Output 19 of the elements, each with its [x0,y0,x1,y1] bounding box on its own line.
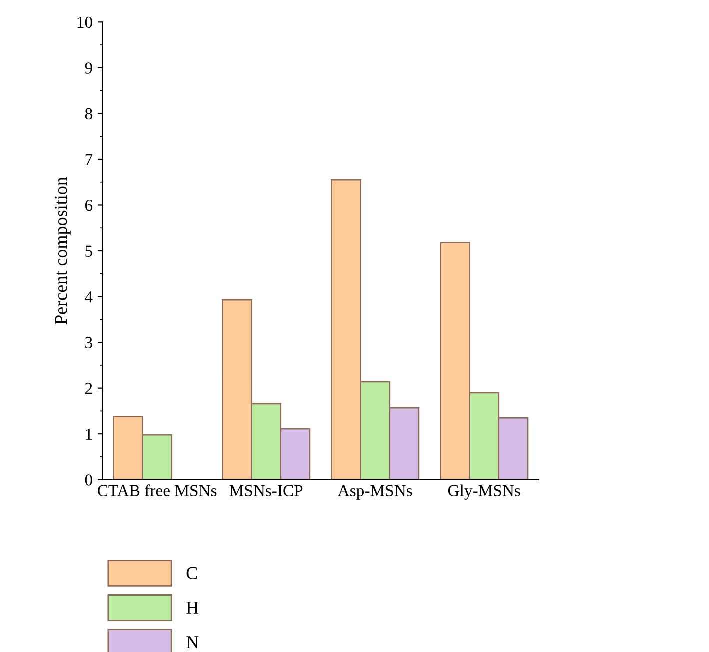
x-tick-label: MSNs-ICP [230,485,303,496]
y-tick-label: 9 [85,62,92,74]
y-tick-label: 8 [85,108,92,120]
y-tick-label: 0 [85,474,92,486]
y-tick-label: 6 [85,200,93,212]
y-tick-label: 5 [86,246,92,257]
y-tick-label: 7 [86,154,93,166]
y-tick-label: 4 [85,292,93,303]
y-tick-label: 2 [85,383,92,394]
y-axis-title: Percent composition [55,177,71,324]
x-tick-label: Gly-MSNs [448,484,520,500]
y-tick-label: 1 [86,428,92,440]
legend-label: C [186,567,198,580]
legend-label: H [186,602,199,614]
legend-label: N [186,636,199,648]
x-tick-label: Asp-MSNs [338,485,412,500]
x-tick-label: CTAB free MSNs [98,484,217,496]
y-tick-label: 10 [78,16,92,28]
y-tick-label: 3 [86,337,92,349]
